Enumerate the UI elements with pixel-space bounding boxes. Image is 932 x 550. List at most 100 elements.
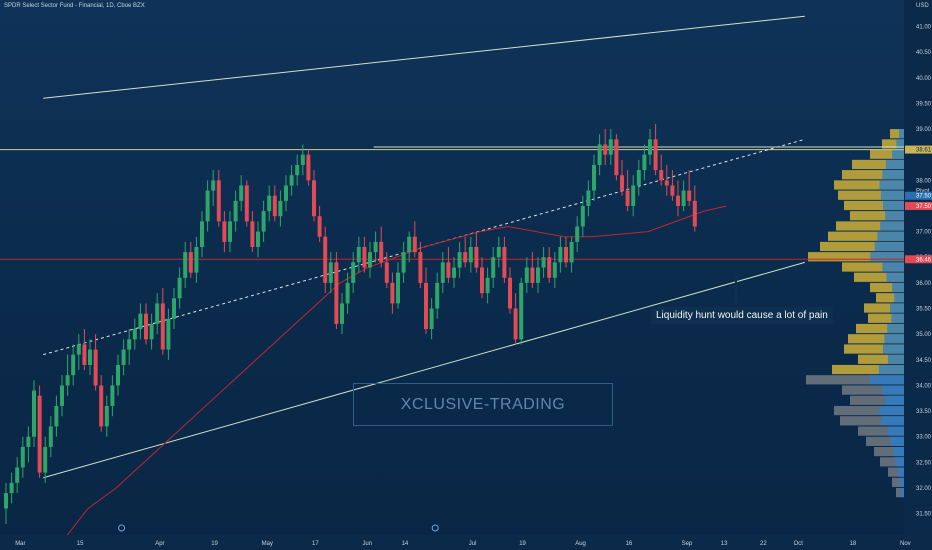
candle-80	[452, 267, 456, 278]
candle-79	[446, 262, 451, 278]
candle-7	[43, 446, 48, 473]
candle-59	[334, 262, 339, 324]
candle-87	[491, 257, 496, 278]
volume-profile-bar-11	[820, 241, 904, 252]
moving-average-line	[59, 205, 727, 545]
candle-43	[244, 185, 249, 222]
price-axis[interactable]	[904, 0, 932, 535]
candle-70	[396, 272, 400, 304]
volume-profile-bar-20	[848, 334, 904, 344]
candle-41	[233, 200, 238, 222]
volume-profile-bar-28	[840, 416, 904, 426]
volume-profile-buy-34	[899, 477, 904, 487]
candle-31	[177, 277, 182, 299]
candle-90	[508, 277, 512, 309]
candle-100	[564, 246, 568, 263]
candle-17	[99, 385, 104, 427]
candle-92	[519, 282, 524, 340]
candle-85	[480, 267, 484, 294]
volume-profile-buy-4	[882, 170, 904, 180]
candle-103	[580, 205, 585, 227]
volume-profile-bar-7	[844, 200, 904, 211]
candle-69	[390, 282, 395, 304]
candle-109	[614, 139, 619, 176]
volume-profile-buy-19	[887, 323, 904, 334]
annotation-label[interactable]: Liquidity hunt would cause a lot of pain	[651, 307, 833, 324]
candle-50	[284, 185, 288, 201]
candle-44	[250, 221, 255, 247]
volume-profile-bar-35	[896, 487, 904, 498]
candle-108	[608, 139, 613, 155]
volume-profile-buy-14	[886, 272, 904, 282]
candle-58	[328, 262, 333, 283]
candle-33	[188, 252, 193, 273]
candle-63	[356, 246, 361, 263]
candle-42	[239, 185, 244, 201]
candle-24	[138, 313, 143, 330]
candle-21	[121, 349, 126, 365]
volume-profile-bar-27	[834, 405, 904, 416]
candle-3	[20, 446, 25, 468]
volume-profile-buy-27	[879, 405, 904, 416]
volume-profile-bar-14	[854, 272, 904, 282]
volume-profile-buy-22	[887, 354, 904, 364]
volume-profile-buy-15	[892, 282, 904, 293]
volume-profile-buy-21	[883, 344, 904, 354]
volume-profile-buy-1	[896, 139, 904, 149]
candle-16	[93, 349, 98, 386]
candle-45	[256, 231, 260, 247]
candle-81	[457, 252, 462, 268]
candle-95	[536, 267, 540, 283]
candle-86	[485, 277, 490, 294]
candle-84	[474, 246, 479, 268]
candle-23	[132, 329, 137, 340]
candle-122	[687, 190, 692, 201]
candle-25	[144, 313, 148, 340]
volume-profile-buy-25	[882, 385, 904, 395]
volume-profile-buy-31	[893, 446, 904, 457]
volume-profile-bar-17	[864, 303, 904, 313]
volume-profile-bar-29	[858, 426, 904, 436]
candle-13	[76, 344, 81, 355]
volume-profile-bar-26	[850, 395, 904, 405]
candle-30	[172, 298, 176, 319]
candle-101	[569, 241, 574, 263]
candle-105	[592, 164, 596, 191]
volume-profile-bar-21	[844, 344, 904, 354]
volume-profile-buy-8	[885, 211, 904, 221]
volume-profile-buy-5	[879, 180, 904, 190]
candle-28	[160, 303, 165, 350]
candle-89	[502, 246, 507, 278]
volume-profile-buy-12	[870, 252, 904, 262]
volume-profile-bar-16	[876, 293, 904, 303]
candle-116	[653, 139, 658, 171]
volume-profile-bar-23	[832, 364, 904, 375]
candle-55	[312, 180, 316, 217]
candle-75	[424, 282, 428, 330]
candle-40	[228, 221, 232, 242]
volume-profile-buy-3	[885, 159, 904, 170]
volume-profile-buy-11	[874, 241, 904, 252]
volume-profile-buy-23	[878, 364, 904, 375]
volume-profile-buy-24	[869, 375, 904, 385]
candle-65	[368, 252, 372, 268]
volume-profile-buy-26	[885, 395, 904, 405]
volume-profile-bar-19	[856, 323, 904, 334]
candle-8	[48, 426, 53, 447]
volume-profile-bar-25	[842, 385, 904, 395]
candle-6	[37, 395, 42, 473]
candle-61	[345, 282, 350, 304]
candle-1	[9, 482, 14, 494]
candle-57	[323, 236, 328, 283]
candle-76	[429, 308, 434, 330]
candle-51	[289, 175, 294, 186]
candle-54	[306, 154, 311, 181]
volume-profile-buy-6	[880, 190, 904, 200]
candle-111	[625, 190, 630, 206]
candle-32	[183, 252, 188, 278]
candle-98	[552, 262, 557, 278]
volume-profile-bar-12	[808, 252, 904, 262]
volume-profile-bar-6	[838, 190, 904, 200]
time-axis[interactable]	[0, 535, 932, 550]
